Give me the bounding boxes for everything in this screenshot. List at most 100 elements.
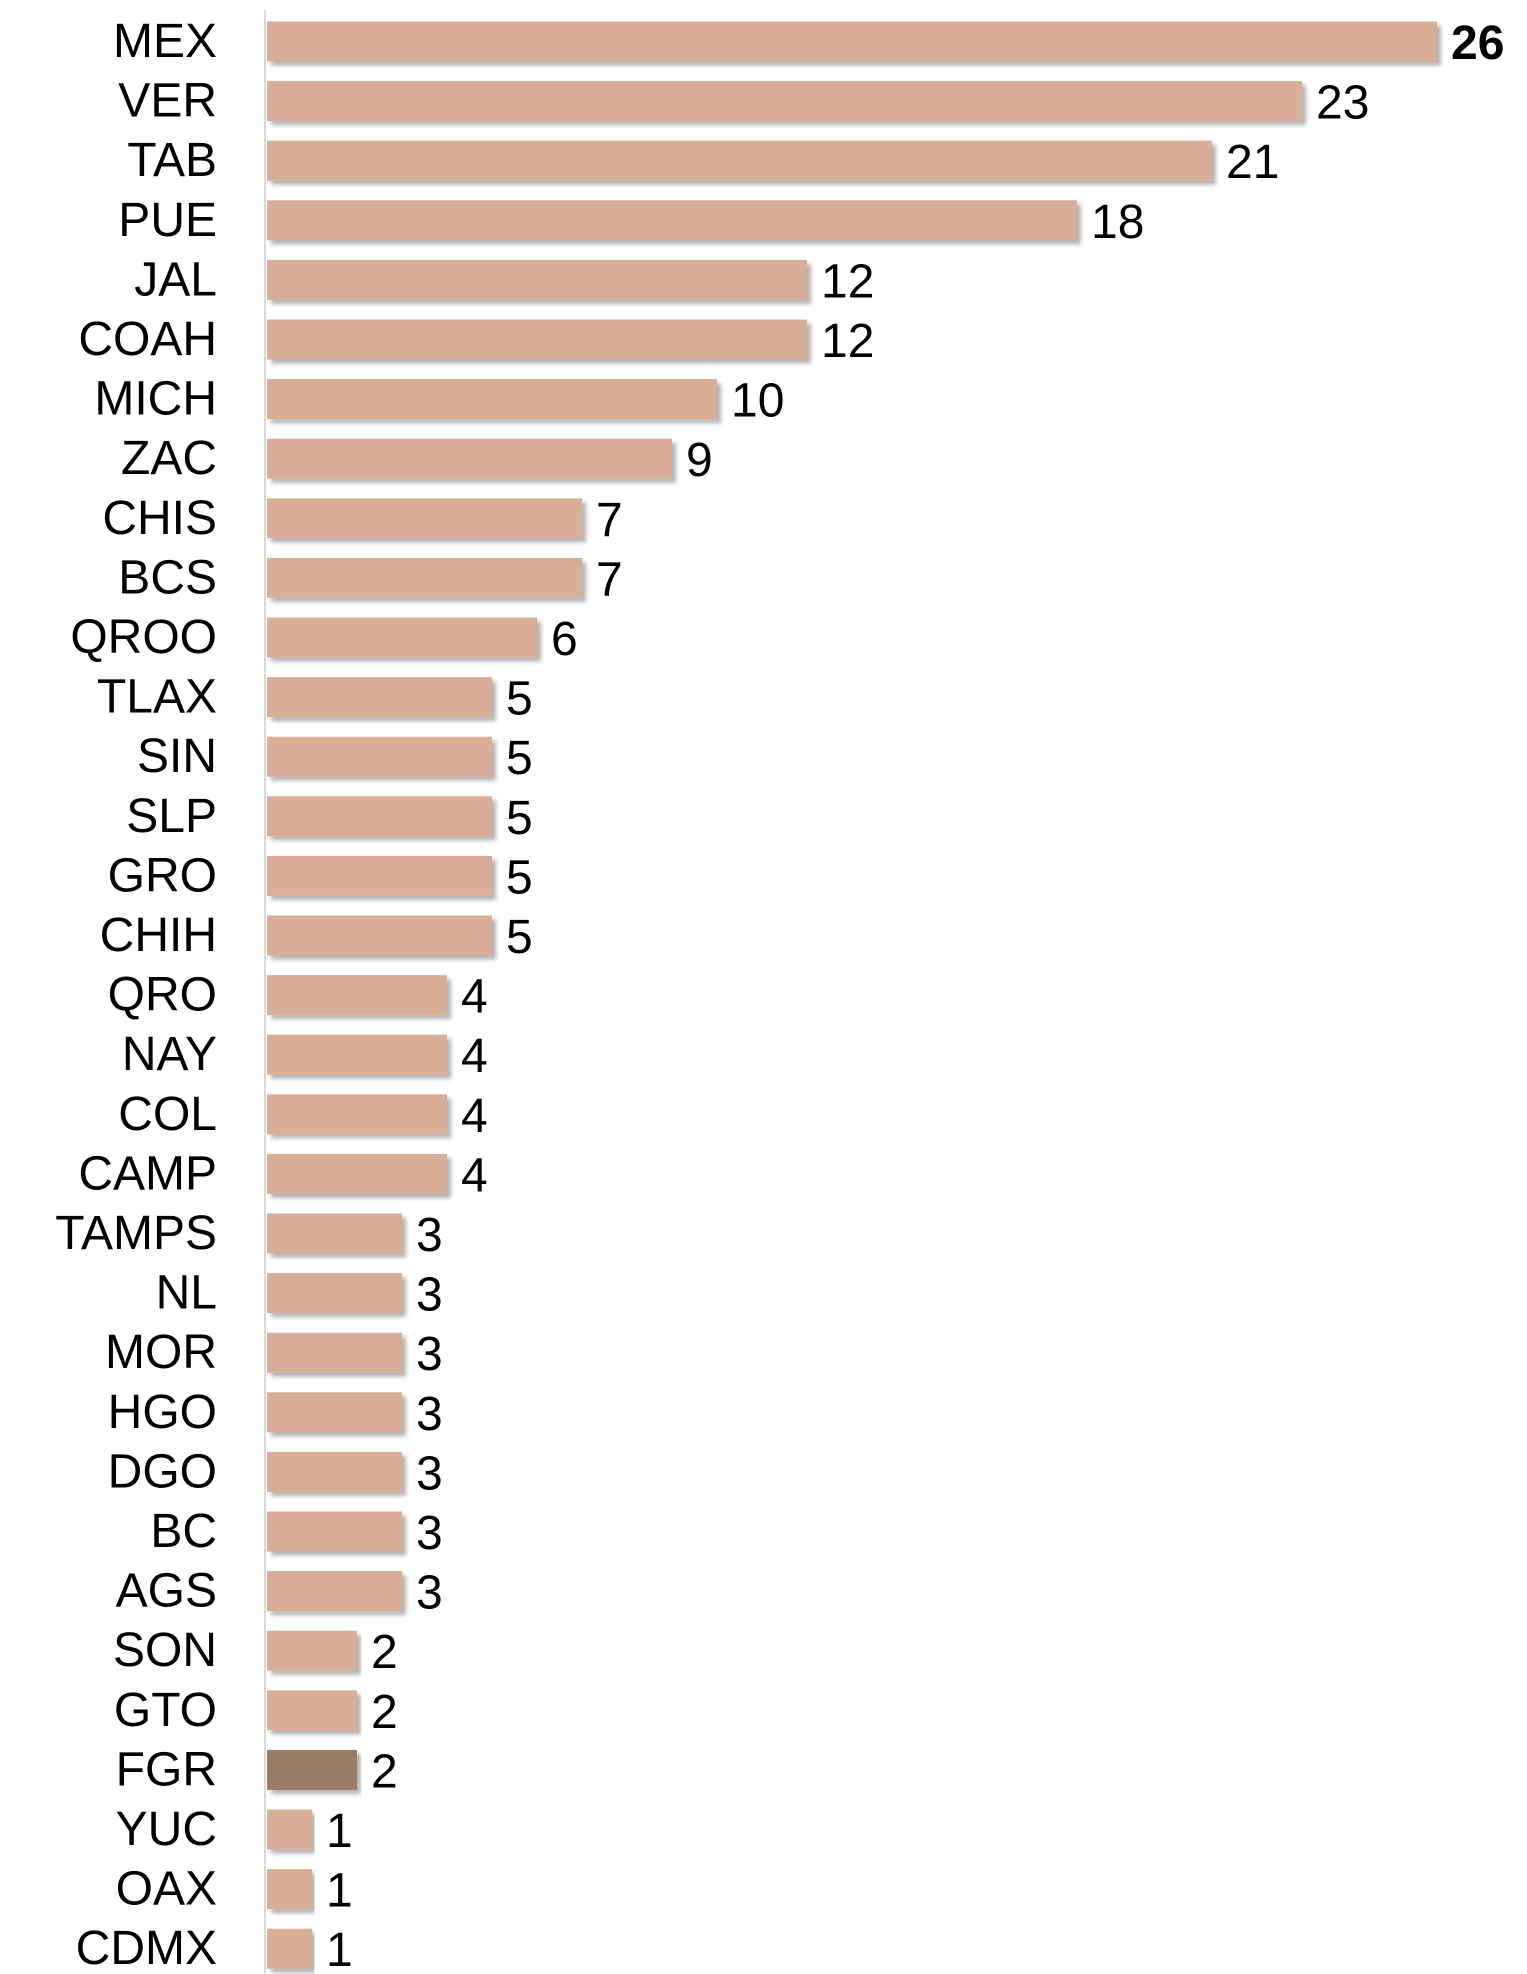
y-tick-label: JAL: [134, 253, 217, 306]
value-label: 3: [416, 1388, 443, 1441]
value-label: 5: [506, 851, 533, 904]
y-tick-label: CHIS: [102, 492, 217, 545]
y-tick-label: HGO: [108, 1386, 217, 1439]
bar: [267, 1571, 402, 1612]
value-label: 3: [416, 1447, 443, 1500]
value-label: 4: [461, 1149, 488, 1202]
y-tick-label: SON: [113, 1624, 217, 1677]
y-tick-label: SLP: [126, 790, 217, 843]
bar: [267, 975, 447, 1016]
y-tick-label: SIN: [137, 730, 217, 783]
bar: [267, 200, 1077, 241]
bar: [267, 81, 1302, 122]
bar: [267, 1809, 312, 1850]
bar: [267, 438, 672, 479]
y-tick-label: MOR: [105, 1326, 217, 1379]
bar: [267, 1213, 402, 1254]
bar: [267, 1630, 357, 1671]
bar: [267, 1153, 447, 1194]
bar: [267, 1034, 447, 1075]
bar: [267, 259, 807, 300]
y-tick-label: OAX: [116, 1863, 217, 1916]
bar: [267, 736, 492, 777]
y-tick-label: YUC: [116, 1803, 217, 1856]
value-label: 5: [506, 732, 533, 785]
y-tick-label: GRO: [108, 849, 217, 902]
y-tick-label: BC: [150, 1505, 217, 1558]
bar: [267, 1749, 357, 1790]
y-tick-label: TLAX: [97, 671, 217, 724]
value-label: 5: [506, 792, 533, 845]
value-label: 9: [686, 434, 713, 487]
value-label: 3: [416, 1507, 443, 1560]
value-label: 10: [731, 375, 784, 428]
bar: [267, 379, 717, 420]
value-label: 4: [461, 1030, 488, 1083]
value-label: 5: [506, 911, 533, 964]
y-tick-label: MICH: [94, 373, 217, 426]
y-tick-label: DGO: [108, 1445, 217, 1498]
y-tick-label: TAMPS: [55, 1207, 217, 1260]
value-label: 3: [416, 1328, 443, 1381]
y-tick-label: CAMP: [78, 1147, 217, 1200]
value-label: 1: [326, 1924, 353, 1974]
value-label: 3: [416, 1209, 443, 1262]
bar: [267, 677, 492, 718]
y-tick-label: FGR: [116, 1743, 217, 1796]
value-label: 3: [416, 1269, 443, 1322]
bar: [267, 855, 492, 896]
value-label: 23: [1316, 77, 1369, 130]
value-label: 2: [371, 1745, 398, 1798]
bar: [267, 1511, 402, 1552]
value-label: 1: [326, 1865, 353, 1918]
bar: [267, 140, 1212, 181]
y-tick-label: PUE: [118, 194, 217, 247]
bar: [267, 1094, 447, 1135]
value-label: 12: [821, 315, 874, 368]
y-tick-label: TAB: [127, 134, 217, 187]
value-label: 26: [1451, 17, 1504, 70]
bar: [267, 1332, 402, 1373]
y-tick-label: COL: [118, 1088, 217, 1141]
bar: [267, 1869, 312, 1910]
bar: [267, 498, 582, 539]
y-tick-label: QRO: [108, 969, 217, 1022]
y-tick-label: NAY: [122, 1028, 217, 1081]
bar: [267, 617, 537, 658]
bar: [267, 1690, 357, 1731]
value-label: 21: [1226, 136, 1279, 189]
value-label: 5: [506, 673, 533, 726]
value-label: 7: [596, 553, 623, 606]
y-tick-label: GTO: [114, 1684, 217, 1737]
y-tick-label: CHIH: [100, 909, 217, 962]
value-label: 4: [461, 971, 488, 1024]
bar: [267, 1451, 402, 1492]
value-label: 2: [371, 1686, 398, 1739]
bar: [267, 915, 492, 956]
value-label: 1: [326, 1805, 353, 1858]
value-label: 6: [551, 613, 578, 666]
bar: [267, 557, 582, 598]
y-tick-label: MEX: [113, 15, 217, 68]
bar: [267, 796, 492, 837]
bar: [267, 21, 1437, 62]
y-tick-label: AGS: [116, 1565, 217, 1618]
value-label: 2: [371, 1626, 398, 1679]
bar: [267, 1392, 402, 1433]
y-tick-label: COAH: [78, 313, 217, 366]
y-tick-label: VER: [118, 75, 217, 128]
y-tick-label: CDMX: [76, 1922, 217, 1974]
y-tick-label: QROO: [70, 611, 217, 664]
y-tick-label: NL: [156, 1267, 217, 1320]
value-label: 12: [821, 255, 874, 308]
bar: [267, 1273, 402, 1314]
value-label: 4: [461, 1090, 488, 1143]
y-tick-label: BCS: [118, 551, 217, 604]
value-label: 7: [596, 494, 623, 547]
value-label: 3: [416, 1567, 443, 1620]
bar: [267, 1928, 312, 1969]
y-tick-label: ZAC: [121, 432, 217, 485]
bar: [267, 319, 807, 360]
value-label: 18: [1091, 196, 1144, 249]
